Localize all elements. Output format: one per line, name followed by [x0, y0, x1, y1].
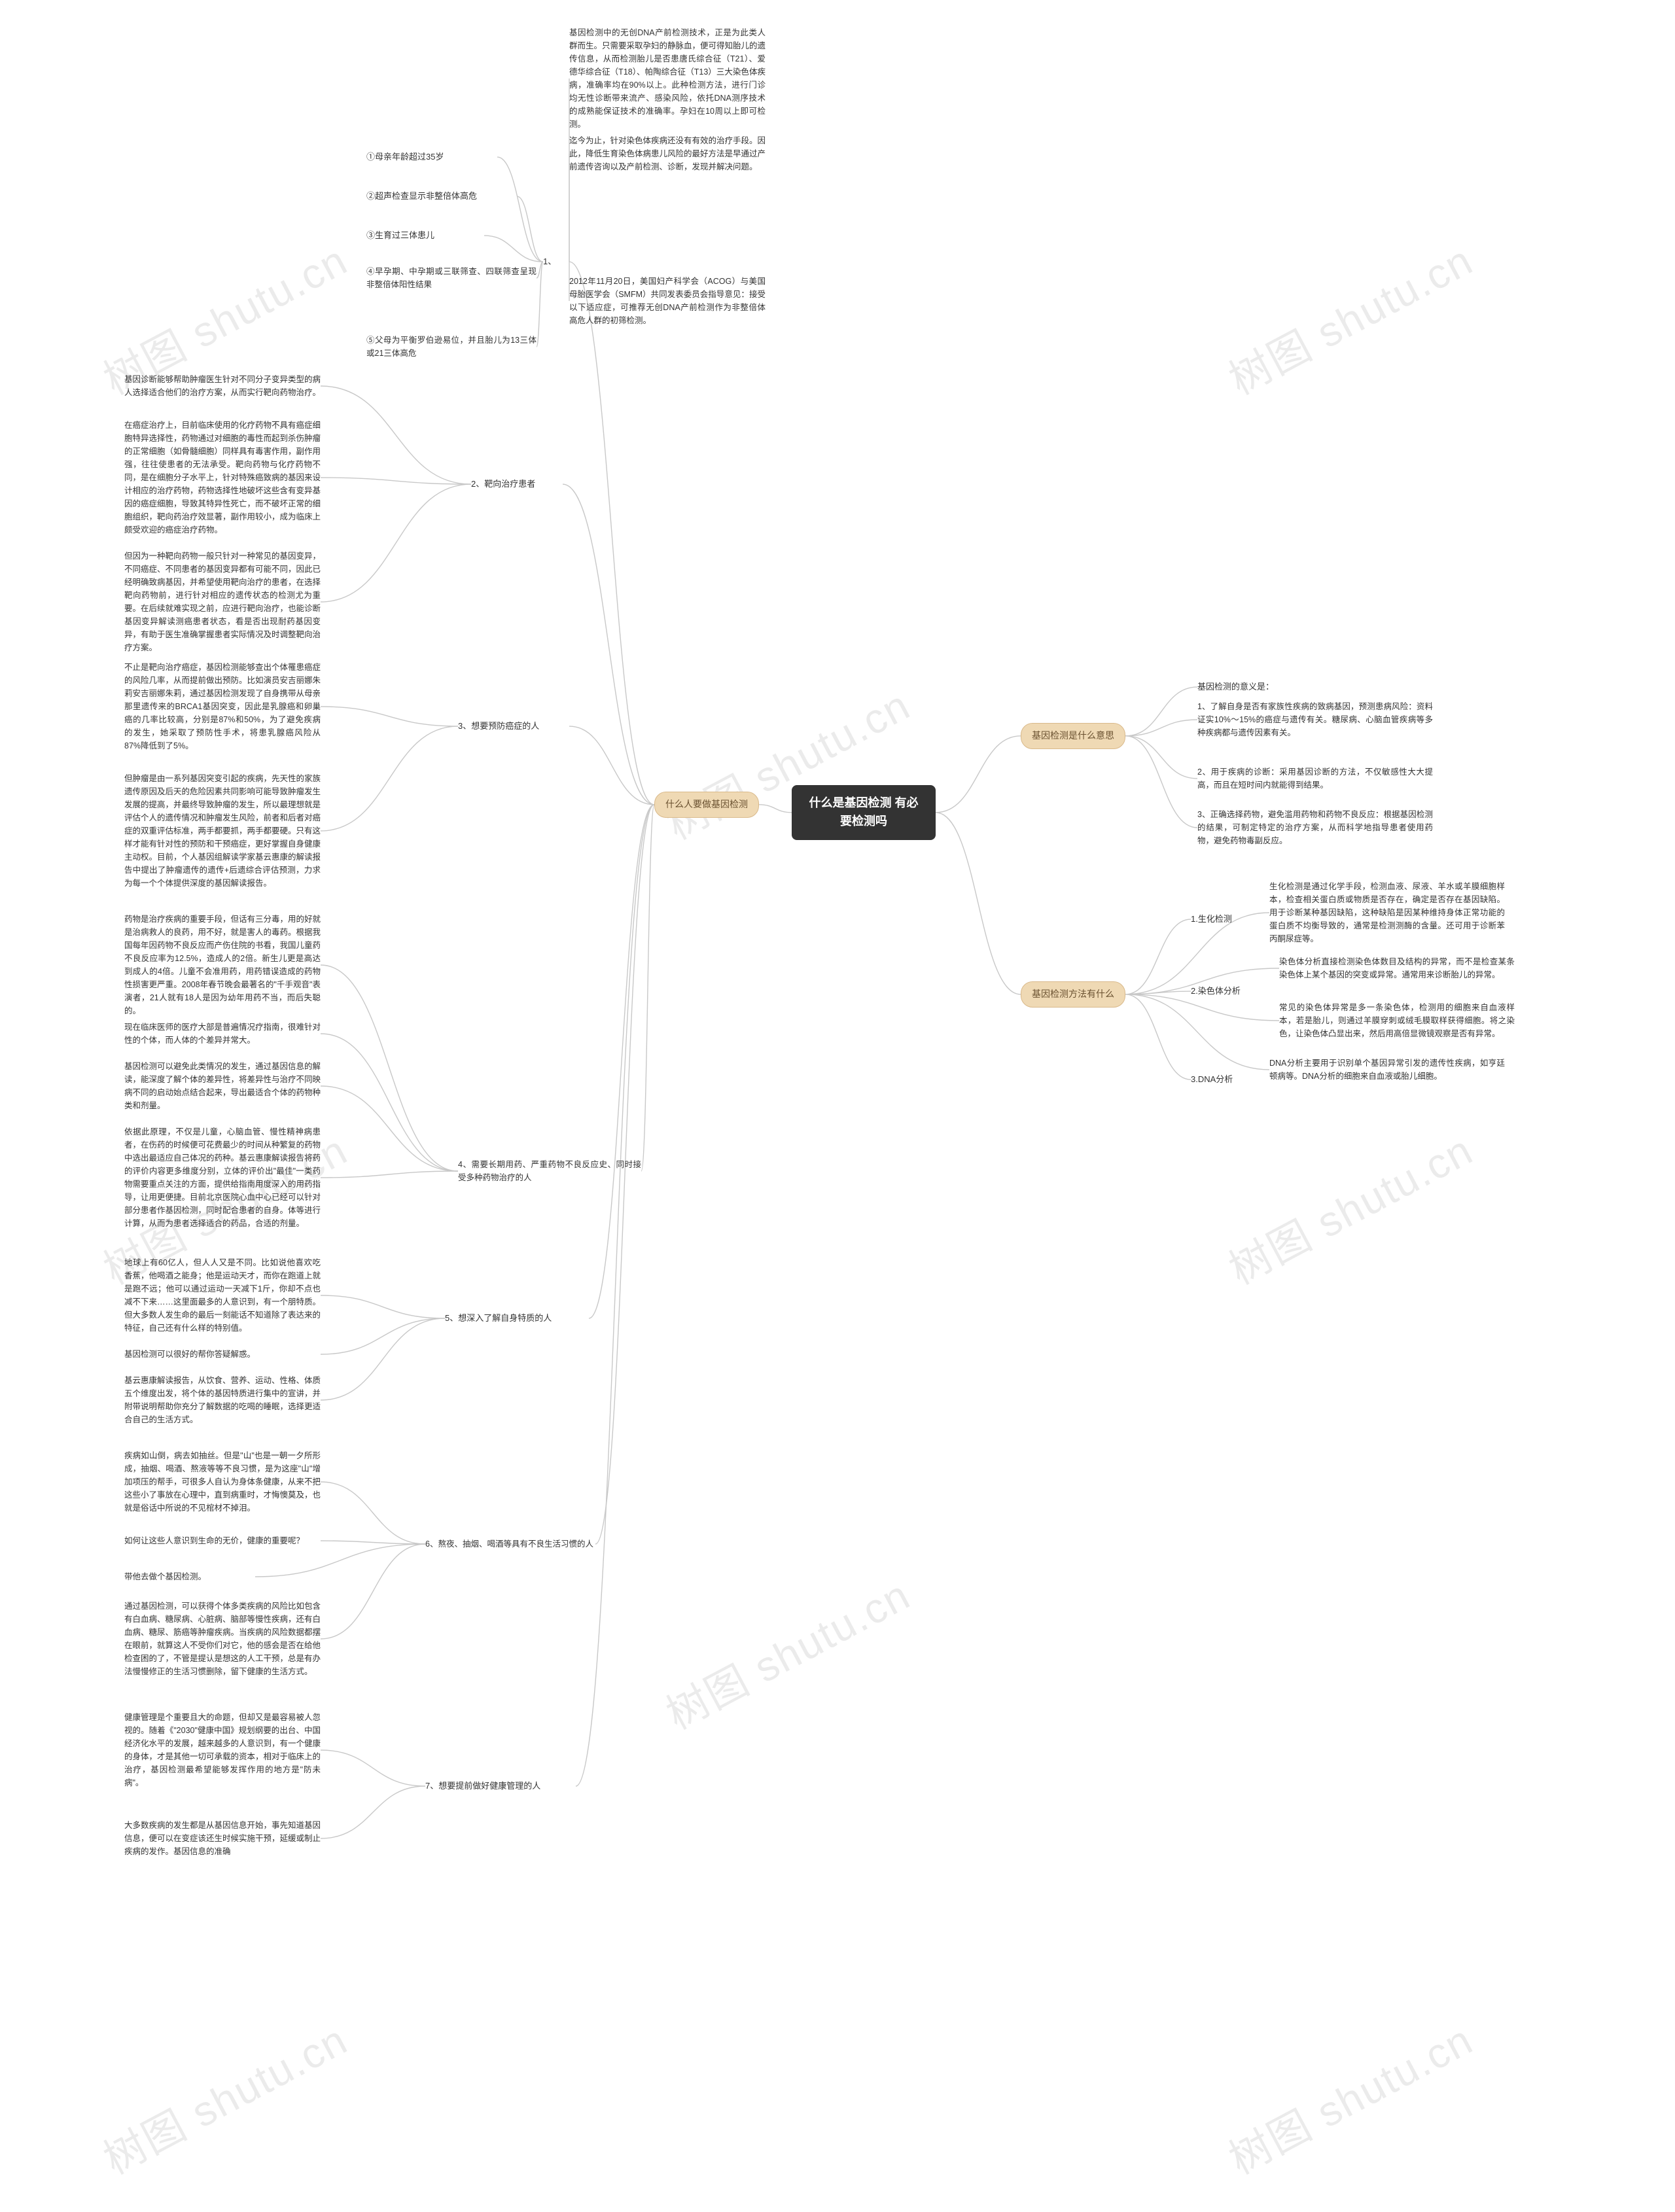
- para-n4_p2: 现在临床医师的医疗大部是普遍情况疗指南，很难针对性的个体，而人体的个差异并常大。: [124, 1021, 321, 1047]
- para-n4_p4: 依据此原理，不仅是儿童，心脑血管、慢性精神病患者，在伤药的时候便可花费最少的时间…: [124, 1125, 321, 1230]
- watermark: 树图 shutu.cn: [1217, 2007, 1482, 2186]
- para-n5_p1: 地球上有60亿人，但人人又是不同。比如说他喜欢吃香蕉，他喝酒之能身；他是运动天才…: [124, 1256, 321, 1335]
- sub-n1_5: ⑤父母为平衡罗伯逊易位，并且胎儿为13三体或21三体高危: [366, 334, 537, 360]
- para-n2_p1: 基因诊断能够帮助肿瘤医生针对不同分子变异类型的病人选择适合他们的治疗方案，从而实…: [124, 373, 321, 399]
- watermark: 树图 shutu.cn: [1217, 228, 1482, 407]
- sub-n1_2: ②超声检查显示非整倍体高危: [366, 190, 517, 203]
- leaf-r2a_p: 生化检测是通过化学手段，检测血液、尿液、羊水或羊膜细胞样本，检查相关蛋白质或物质…: [1269, 880, 1505, 945]
- para-n6_p3: 带他去做个基因检测。: [124, 1570, 255, 1583]
- num-n5[interactable]: 5、想深入了解自身特质的人: [445, 1312, 589, 1325]
- num-n4[interactable]: 4、需要长期用药、严重药物不良反应史、同时接受多种药物治疗的人: [458, 1158, 641, 1184]
- para-n7_p2: 大多数疾病的发生都是从基因信息开始，事先知道基因信息，便可以在变症该还生时候实施…: [124, 1819, 321, 1858]
- para-n4_p1: 药物是治疗疾病的重要手段，但话有三分毒，用的好就是治病救人的良药，用不好，就是害…: [124, 913, 321, 1017]
- para-n5_p3: 基云惠康解读报告，从饮食、营养、运动、性格、体质五个维度出发，将个体的基因特质进…: [124, 1374, 321, 1426]
- intro-n1_i1: 基因检测中的无创DNA产前检测技术，正是为此类人群而生。只需要采取孕妇的静脉血，…: [569, 26, 766, 131]
- leaf-r1c: 2、用于疾病的诊断：采用基因诊断的方法，不仅敏感性大大提高，而且在短时间内就能得…: [1197, 765, 1433, 792]
- leaf-r1a: 基因检测的意义是：: [1197, 680, 1420, 693]
- branch-r2[interactable]: 基因检测方法有什么: [1021, 981, 1125, 1008]
- num-n1[interactable]: 1、: [543, 255, 569, 268]
- watermark: 树图 shutu.cn: [654, 1562, 919, 1742]
- intro-n1_i3: 2012年11月20日，美国妇产科学会（ACOG）与美国母胎医学会（SMFM）共…: [569, 275, 766, 327]
- watermark: 树图 shutu.cn: [1217, 1117, 1482, 1297]
- para-n5_p2: 基因检测可以很好的帮你答疑解惑。: [124, 1348, 321, 1361]
- para-n6_p1: 疾病如山倒，病去如抽丝。但是"山"也是一朝一夕所形成，抽烟、喝酒、熬液等等不良习…: [124, 1449, 321, 1515]
- leaf-r2b: 2.染色体分析: [1191, 985, 1256, 998]
- para-n4_p3: 基因检测可以避免此类情况的发生，通过基因信息的解读，能深度了解个体的差异性，将差…: [124, 1060, 321, 1112]
- leaf-r1d: 3、正确选择药物，避免滥用药物和药物不良反应：根据基因检测的结果，可制定特定的治…: [1197, 808, 1433, 847]
- para-n6_p2: 如何让这些人意识到生命的无价，健康的重要呢？: [124, 1534, 321, 1547]
- sub-n1_1: ①母亲年龄超过35岁: [366, 150, 497, 164]
- root-node[interactable]: 什么是基因检测 有必要检测吗: [792, 785, 936, 840]
- leaf-r2b_p1: 染色体分析直接检测染色体数目及结构的异常，而不是检查某条染色体上某个基因的突变或…: [1279, 955, 1515, 981]
- mindmap-canvas: 树图 shutu.cn 树图 shutu.cn 树图 shutu.cn 树图 shut…: [0, 0, 1675, 2212]
- intro-n1_i2: 迄今为止，针对染色体疾病还没有有效的治疗手段。因此，降低生育染色体病患儿风险的最…: [569, 134, 766, 173]
- leaf-r2c: 3.DNA分析: [1191, 1073, 1250, 1086]
- leaf-r1b: 1、了解自身是否有家族性疾病的致病基因，预测患病风险：资料证实10%～15%的癌…: [1197, 700, 1433, 739]
- num-n3[interactable]: 3、想要预防癌症的人: [458, 720, 569, 733]
- num-n6[interactable]: 6、熬夜、抽烟、喝酒等具有不良生活习惯的人: [425, 1537, 595, 1551]
- para-n3_p2: 但肿瘤是由一系列基因突变引起的疾病，先天性的家族遗传原因及后天的危险因素共同影响…: [124, 772, 321, 890]
- para-n3_p1: 不止是靶向治疗癌症，基因检测能够查出个体罹患癌症的风险几率，从而提前做出预防。比…: [124, 661, 321, 752]
- sub-n1_3: ③生育过三体患儿: [366, 229, 484, 242]
- num-n7[interactable]: 7、想要提前做好健康管理的人: [425, 1780, 576, 1793]
- branch-left-main[interactable]: 什么人要做基因检测: [654, 792, 759, 818]
- watermark: 树图 shutu.cn: [92, 2007, 357, 2186]
- sub-n1_4: ④早孕期、中孕期或三联筛查、四联筛查呈现非整倍体阳性结果: [366, 265, 537, 291]
- leaf-r2a: 1.生化检测: [1191, 913, 1250, 926]
- leaf-r2c_p: DNA分析主要用于识别单个基因异常引发的遗传性疾病，如亨廷顿病等。DNA分析的细…: [1269, 1057, 1505, 1083]
- num-n2[interactable]: 2、靶向治疗患者: [471, 478, 563, 491]
- para-n6_p4: 通过基因检测，可以获得个体多类疾病的风险比如包含有白血病、糖尿病、心脏病、脑部等…: [124, 1600, 321, 1678]
- para-n7_p1: 健康管理是个重要且大的命题，但却又是最容易被人忽视的。随着《"2030"健康中国…: [124, 1711, 321, 1789]
- branch-r1[interactable]: 基因检测是什么意思: [1021, 723, 1125, 749]
- leaf-r2b_p2: 常见的染色体异常是多一条染色体，检测用的细胞来自血液样本，若是胎儿，则通过羊膜穿…: [1279, 1001, 1515, 1040]
- para-n2_p2: 在癌症治疗上，目前临床使用的化疗药物不具有癌症细胞特异选择性，药物通过对细胞的毒…: [124, 419, 321, 536]
- para-n2_p3: 但因为一种靶向药物一般只针对一种常见的基因变异，不同癌症、不同患者的基因变异都有…: [124, 550, 321, 654]
